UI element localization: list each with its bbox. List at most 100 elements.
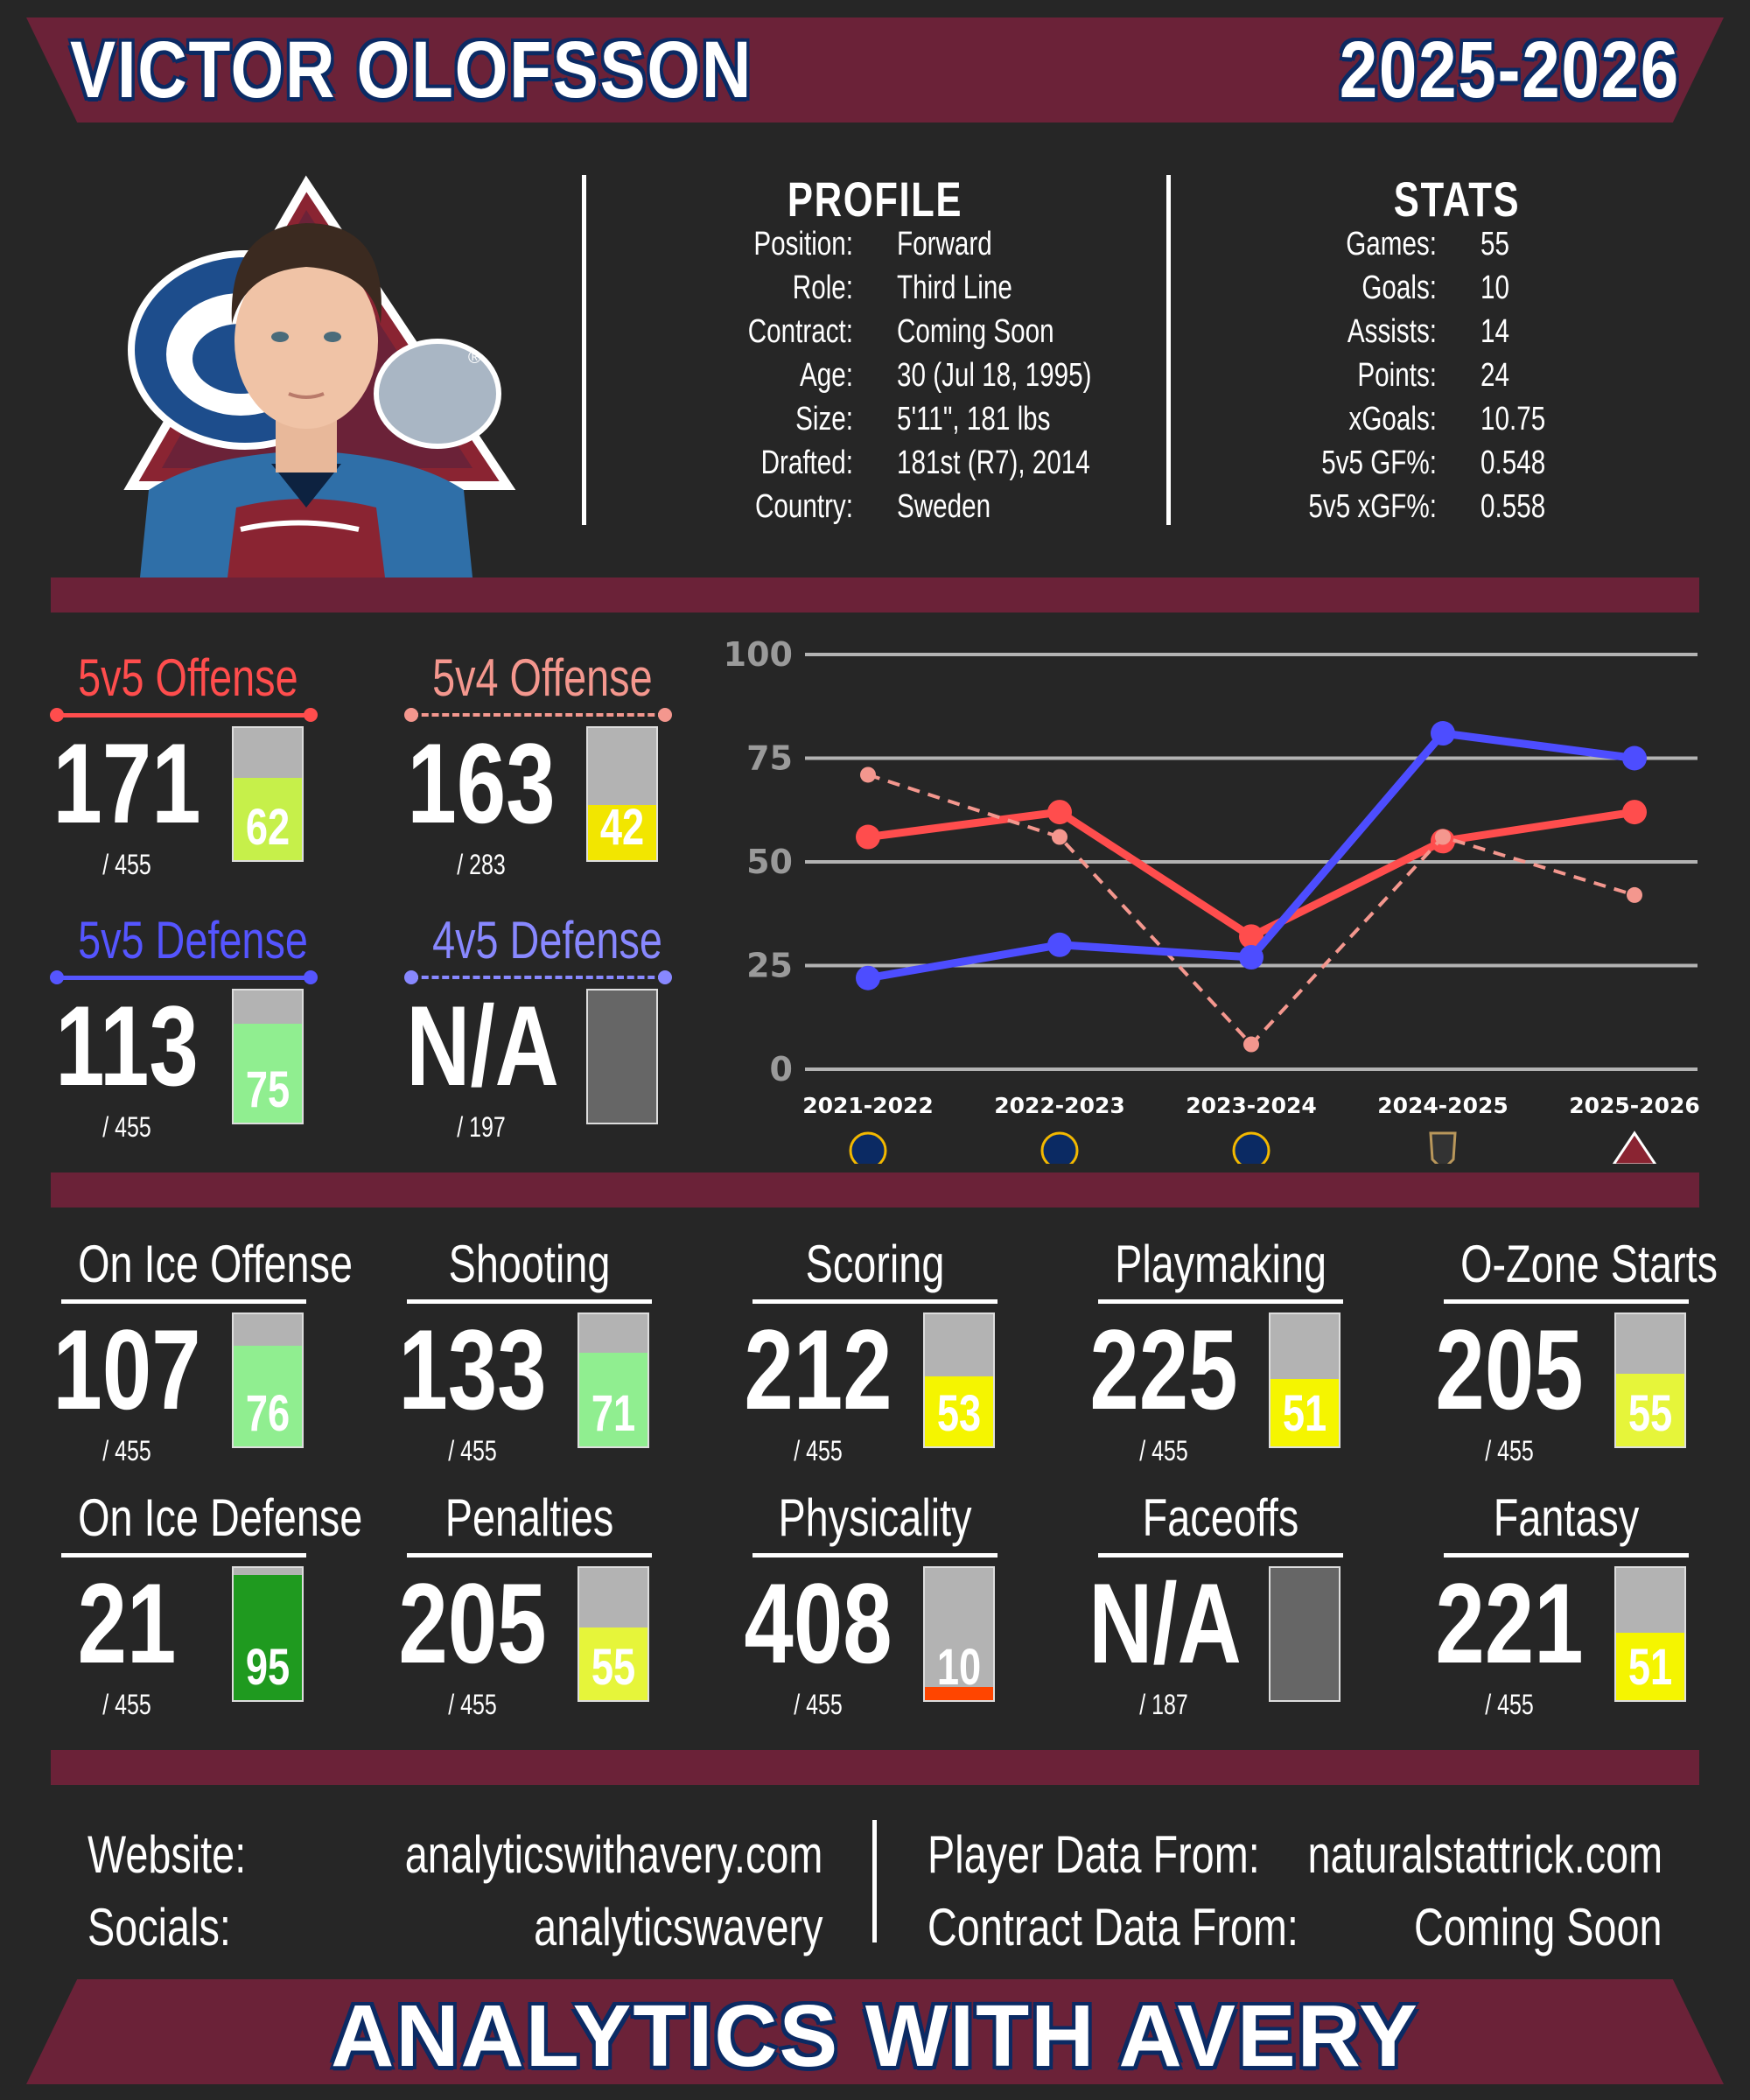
data-point — [1431, 721, 1455, 746]
underline-dot — [50, 970, 64, 984]
metric-title: O-Zone Starts — [1460, 1235, 1718, 1293]
profile-row-value: Coming Soon — [897, 313, 1054, 350]
percentile-fill — [579, 1627, 648, 1700]
metric-rank: 107 — [52, 1306, 201, 1433]
data-point — [1239, 924, 1264, 949]
metric-rank: 225 — [1089, 1306, 1238, 1433]
percentile-value: 76 — [245, 1385, 290, 1442]
golden-knights-icon — [1429, 1131, 1457, 1164]
profile-row-value: 30 (Jul 18, 1995) — [897, 357, 1092, 394]
percentile-fill — [925, 1376, 993, 1446]
metric-total: / 455 — [1485, 1435, 1534, 1466]
metric-title: Faceoffs — [1142, 1488, 1299, 1547]
data-point — [856, 965, 880, 990]
percentile-bar: 62 — [232, 726, 304, 862]
percentile-fill — [234, 1023, 302, 1123]
avalanche-icon — [1612, 1130, 1657, 1164]
metric-underline — [752, 1553, 998, 1558]
metric-rank: 163 — [407, 719, 556, 847]
percentile-fill — [588, 804, 656, 860]
percentile-value: 71 — [591, 1385, 636, 1442]
series-line — [867, 808, 1635, 941]
percentile-fill — [1616, 1373, 1684, 1446]
metric-title: Physicality — [778, 1488, 972, 1547]
y-tick-label: 75 — [746, 739, 793, 778]
percentile-bar: 76 — [232, 1312, 304, 1448]
percentile-bar: 55 — [1614, 1312, 1686, 1448]
percentile-value: 42 — [599, 799, 645, 856]
percentile-value: 55 — [591, 1639, 636, 1696]
website-label: Website: — [88, 1825, 247, 1884]
metric-underline — [411, 713, 665, 717]
metric-total: / 455 — [448, 1435, 497, 1466]
website-link[interactable]: analyticswithavery.com — [404, 1825, 822, 1884]
stats-row-value: 10.75 — [1480, 401, 1546, 438]
sabres-icon — [1040, 1131, 1079, 1164]
stats-row-label: xGoals: — [1348, 401, 1437, 438]
metric-underline — [407, 1553, 652, 1558]
metric-title: 5v5 Defense — [78, 911, 308, 970]
section-separator — [51, 578, 1699, 612]
percentile-bar — [586, 989, 658, 1124]
metric-title: Scoring — [805, 1235, 945, 1293]
profile-heading: PROFILE — [787, 172, 963, 227]
profile-row-label: Contract: — [747, 313, 853, 350]
contract-data-label: Contract Data From: — [928, 1898, 1298, 1956]
metric-title: Penalties — [444, 1488, 614, 1547]
metric-rank: 171 — [52, 719, 201, 847]
metric-rank: 221 — [1435, 1559, 1584, 1687]
y-tick-label: 100 — [724, 635, 793, 674]
percentile-fill — [234, 778, 302, 860]
sabres-icon — [849, 1131, 887, 1164]
sabres-icon — [1232, 1131, 1270, 1164]
x-tick-label: 2022-2023 — [994, 1093, 1125, 1118]
metric-underline — [61, 1553, 306, 1558]
stats-row-label: 5v5 xGF%: — [1308, 488, 1437, 525]
socials-label: Socials: — [88, 1898, 231, 1956]
x-tick-label: 2025-2026 — [1569, 1093, 1700, 1118]
profile-row-label: Drafted: — [760, 444, 853, 481]
data-point — [1052, 829, 1068, 845]
player-photo — [140, 223, 472, 578]
stats-heading: STATS — [1393, 172, 1521, 227]
metric-total: / 455 — [794, 1435, 843, 1466]
brand-title: ANALYTICS WITH AVERY — [331, 1987, 1419, 2085]
data-point — [1047, 800, 1072, 825]
profile-row-label: Role: — [792, 270, 853, 306]
metric-underline — [1098, 1299, 1343, 1304]
profile-row-label: Size: — [795, 401, 853, 438]
metric-rank: N/A — [1088, 1559, 1242, 1687]
metric-underline — [1098, 1553, 1343, 1558]
profile-divider — [582, 175, 586, 525]
percentile-fill — [579, 1352, 648, 1446]
y-tick-label: 25 — [746, 947, 793, 985]
percentile-value: 10 — [936, 1639, 982, 1696]
percentile-value: 51 — [1282, 1385, 1327, 1442]
data-point — [1622, 746, 1647, 771]
season-label: 2025-2026 — [1339, 25, 1680, 115]
metric-total: / 455 — [102, 1689, 151, 1720]
underline-dot — [50, 708, 64, 722]
percentile-bar: 71 — [578, 1312, 649, 1448]
metric-total: / 197 — [457, 1111, 506, 1143]
metric-title: On Ice Defense — [78, 1488, 363, 1547]
y-tick-label: 0 — [770, 1050, 793, 1088]
player-data-link[interactable]: naturalstattrick.com — [1307, 1825, 1662, 1884]
profile-row-value: Forward — [897, 226, 992, 262]
metric-title: 5v4 Offense — [432, 648, 653, 707]
metric-rank: 205 — [1435, 1306, 1584, 1433]
percentile-fill — [234, 1346, 302, 1446]
y-tick-label: 50 — [746, 843, 793, 881]
percentile-bar: 95 — [232, 1566, 304, 1702]
underline-dot — [404, 708, 418, 722]
metric-underline — [57, 976, 311, 980]
metric-total: / 455 — [102, 1435, 151, 1466]
data-point — [860, 766, 876, 783]
underline-dot — [304, 708, 318, 722]
svg-text:®: ® — [468, 348, 481, 368]
socials-link[interactable]: analyticswavery — [533, 1898, 822, 1956]
percentile-fill — [234, 1574, 302, 1700]
data-point — [1435, 829, 1451, 845]
x-tick-label: 2021-2022 — [802, 1093, 934, 1118]
data-point — [1047, 932, 1072, 957]
